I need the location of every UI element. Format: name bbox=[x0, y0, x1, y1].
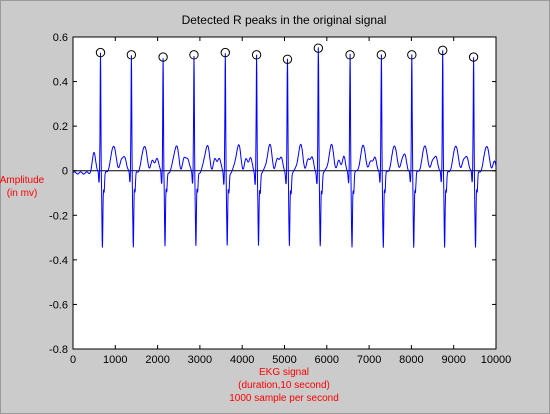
y-axis-label: Amplitude (in mv) bbox=[0, 175, 45, 199]
y-tick-label: -0.6 bbox=[49, 299, 68, 311]
x-axis: 0 1000 2000 3000 4000 5000 6000 7000 8000 9000 100… bbox=[70, 37, 511, 366]
ekg-signal-line bbox=[72, 47, 497, 248]
r-peak-marker bbox=[345, 50, 355, 60]
r-peak-marker bbox=[282, 54, 293, 64]
x-tick-label: 7000 bbox=[357, 354, 381, 366]
x-label-line-3: 1000 sample per second bbox=[229, 393, 339, 404]
y-tick-label: 0.4 bbox=[53, 77, 68, 89]
y-tick-label: -0.4 bbox=[49, 255, 68, 267]
x-tick-label: 4000 bbox=[230, 354, 254, 366]
r-peak-marker bbox=[220, 47, 230, 58]
y-tick-label: 0.2 bbox=[53, 121, 68, 133]
r-peak-marker bbox=[407, 50, 417, 60]
y-tick-label: -0.8 bbox=[49, 344, 68, 356]
chart-title: Detected R peaks in the original signal bbox=[182, 13, 387, 27]
r-peak-marker bbox=[251, 50, 262, 60]
x-label-line-2: (duration,10 second) bbox=[238, 380, 330, 391]
x-axis-label: EKG signal (duration,10 second) 1000 sam… bbox=[229, 367, 339, 404]
r-peak-marker bbox=[95, 47, 106, 58]
x-label-line-1: EKG signal bbox=[259, 367, 309, 378]
r-peak-marker bbox=[189, 50, 199, 60]
x-tick-label: 2000 bbox=[145, 354, 169, 366]
y-label-line-2: (in mv) bbox=[7, 188, 38, 199]
y-tick-label: 0.6 bbox=[53, 32, 68, 44]
r-peak-marker bbox=[438, 45, 448, 56]
r-peak-markers bbox=[95, 43, 479, 64]
x-tick-label: 3000 bbox=[188, 354, 212, 366]
x-tick-label: 6000 bbox=[315, 354, 339, 366]
y-label-line-1: Amplitude bbox=[0, 175, 45, 186]
y-axis: -0.8 -0.6 -0.4 -0.2 0 0.2 0.4 0.6 bbox=[49, 32, 496, 356]
r-peak-marker bbox=[468, 52, 479, 62]
r-peak-marker bbox=[126, 50, 137, 60]
plot-area bbox=[72, 36, 497, 350]
r-peak-marker bbox=[158, 52, 168, 62]
r-peak-marker bbox=[376, 50, 387, 60]
x-tick-label: 5000 bbox=[272, 354, 296, 366]
y-tick-label: -0.2 bbox=[49, 210, 68, 222]
y-tick-label: 0 bbox=[62, 166, 68, 178]
x-tick-label: 9000 bbox=[441, 354, 465, 366]
x-tick-label: 1000 bbox=[103, 354, 127, 366]
r-peak-marker bbox=[313, 43, 324, 53]
x-tick-label: 8000 bbox=[399, 354, 423, 366]
x-tick-label: 0 bbox=[70, 354, 76, 366]
x-tick-label: 10000 bbox=[481, 354, 512, 366]
